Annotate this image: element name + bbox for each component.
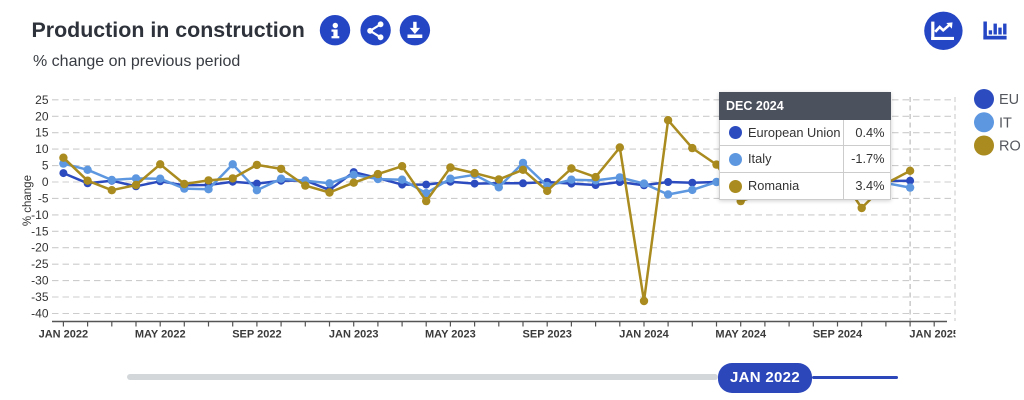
svg-text:0: 0	[42, 175, 49, 189]
svg-text:% change: % change	[22, 175, 34, 226]
svg-text:-5: -5	[38, 191, 49, 205]
svg-text:EU: EU	[999, 92, 1019, 108]
svg-text:-15: -15	[31, 224, 49, 238]
svg-text:15: 15	[35, 126, 49, 140]
svg-text:MAY 2022: MAY 2022	[135, 329, 186, 341]
svg-text:10: 10	[35, 142, 49, 156]
svg-text:-30: -30	[31, 274, 49, 288]
svg-text:-35: -35	[31, 290, 49, 304]
svg-text:25: 25	[35, 93, 49, 107]
svg-text:JAN 2023: JAN 2023	[329, 329, 379, 341]
svg-text:IT: IT	[999, 115, 1012, 131]
svg-text:MAY 2023: MAY 2023	[425, 329, 476, 341]
svg-text:JAN 2025: JAN 2025	[909, 329, 959, 341]
svg-text:5: 5	[42, 159, 49, 173]
svg-text:SEP 2024: SEP 2024	[813, 329, 863, 341]
svg-text:-40: -40	[31, 307, 49, 321]
svg-text:RO: RO	[999, 139, 1021, 155]
svg-text:-20: -20	[31, 241, 49, 255]
svg-text:-25: -25	[31, 257, 49, 271]
svg-text:SEP 2022: SEP 2022	[232, 329, 281, 341]
svg-text:-10: -10	[31, 208, 49, 222]
svg-text:JAN 2024: JAN 2024	[619, 329, 669, 341]
svg-text:SEP 2023: SEP 2023	[523, 329, 572, 341]
svg-text:MAY 2024: MAY 2024	[715, 329, 767, 341]
svg-text:20: 20	[35, 109, 49, 123]
svg-text:JAN 2022: JAN 2022	[39, 329, 89, 341]
